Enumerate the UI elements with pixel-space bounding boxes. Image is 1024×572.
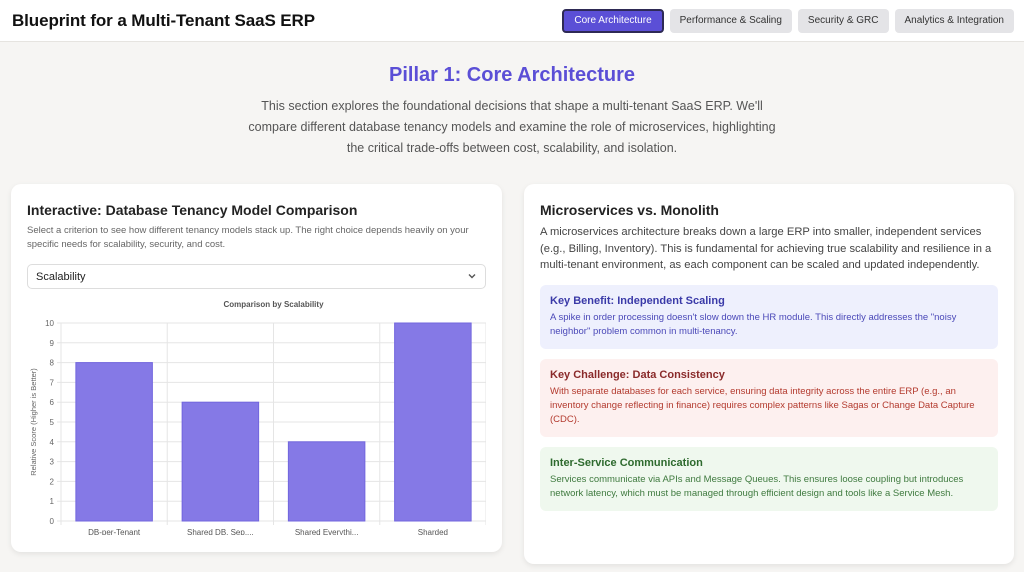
- key-challenge-text: With separate databases for each service…: [550, 385, 975, 425]
- y-axis-label: Relative Score (Higher is Better): [29, 368, 38, 476]
- tab-core-architecture[interactable]: Core Architecture: [562, 8, 664, 33]
- comparison-title: Interactive: Database Tenancy Model Comp…: [27, 202, 358, 218]
- inter-service-text: Services communicate via APIs and Messag…: [550, 473, 964, 499]
- key-benefit-title: Key Benefit: Independent Scaling: [550, 294, 725, 307]
- bar-3: [394, 322, 472, 522]
- bar-chart-svg: Comparison by Scalability 0 1 2 3 4 5 6 7 8 9 10 DB-…: [29, 300, 486, 535]
- bar-0: [75, 362, 153, 522]
- x-tick-label: Shared DB, Sep....: [187, 528, 254, 535]
- microservices-title: Microservices vs. Monolith: [540, 202, 719, 218]
- microservices-card: Microservices vs. Monolith A microservic…: [524, 184, 1014, 564]
- tab-analytics-integration[interactable]: Analytics & Integration: [894, 8, 1014, 33]
- comparison-description: Select a criterion to see how different …: [27, 225, 469, 250]
- bar-2: [287, 441, 366, 522]
- microservices-description: A microservices architecture breaks down…: [540, 226, 992, 271]
- inter-service-title: Inter-Service Communication: [550, 456, 703, 469]
- page-title: Pillar 1: Core Architecture: [388, 64, 635, 86]
- y-tick-label: 7: [50, 378, 55, 387]
- x-tick-label: Shared Everythi...: [295, 528, 359, 535]
- tab-security-grc[interactable]: Security & GRC: [797, 8, 889, 33]
- hero-section: Pillar 1: Core Architecture This section…: [0, 42, 1024, 159]
- key-challenge-box: Key Challenge: Data Consistency With sep…: [540, 358, 998, 437]
- hero-description: This section explores the foundational d…: [248, 99, 776, 155]
- tab-performance-scaling[interactable]: Performance & Scaling: [669, 8, 792, 33]
- key-benefit-box: Key Benefit: Independent Scaling A spike…: [540, 284, 998, 349]
- bar-1: [181, 401, 260, 522]
- tenancy-comparison-card: Interactive: Database Tenancy Model Comp…: [11, 184, 502, 552]
- y-tick-label: 0: [50, 517, 55, 526]
- y-tick-label: 4: [50, 438, 55, 447]
- y-tick-label: 8: [50, 359, 55, 368]
- chart-title: Comparison by Scalability: [223, 300, 324, 309]
- x-tick-label: Sharded: [418, 528, 448, 535]
- criterion-select-value: Scalability: [36, 270, 86, 283]
- comparison-chart: Comparison by Scalability 0 1 2 3 4 5 6 7 8 9 10 DB-…: [27, 295, 486, 535]
- y-tick-label: 10: [45, 319, 54, 328]
- y-tick-label: 5: [50, 418, 55, 427]
- y-tick-label: 9: [50, 339, 55, 348]
- y-tick-label: 6: [50, 398, 55, 407]
- top-bar: Blueprint for a Multi-Tenant SaaS ERP Co…: [0, 0, 1024, 42]
- y-tick-label: 2: [50, 477, 55, 486]
- tab-bar: Core Architecture Performance & Scaling …: [562, 8, 1014, 33]
- y-tick-label: 1: [50, 497, 55, 506]
- criterion-select[interactable]: Scalability: [27, 264, 486, 289]
- y-tick-label: 3: [50, 458, 55, 467]
- x-tick-label: DB-per-Tenant: [88, 528, 141, 535]
- key-challenge-title: Key Challenge: Data Consistency: [550, 368, 725, 381]
- app-title: Blueprint for a Multi-Tenant SaaS ERP: [12, 10, 315, 30]
- inter-service-box: Inter-Service Communication Services com…: [540, 446, 998, 511]
- key-benefit-text: A spike in order processing doesn't slow…: [550, 311, 957, 337]
- chevron-down-icon: [467, 271, 477, 283]
